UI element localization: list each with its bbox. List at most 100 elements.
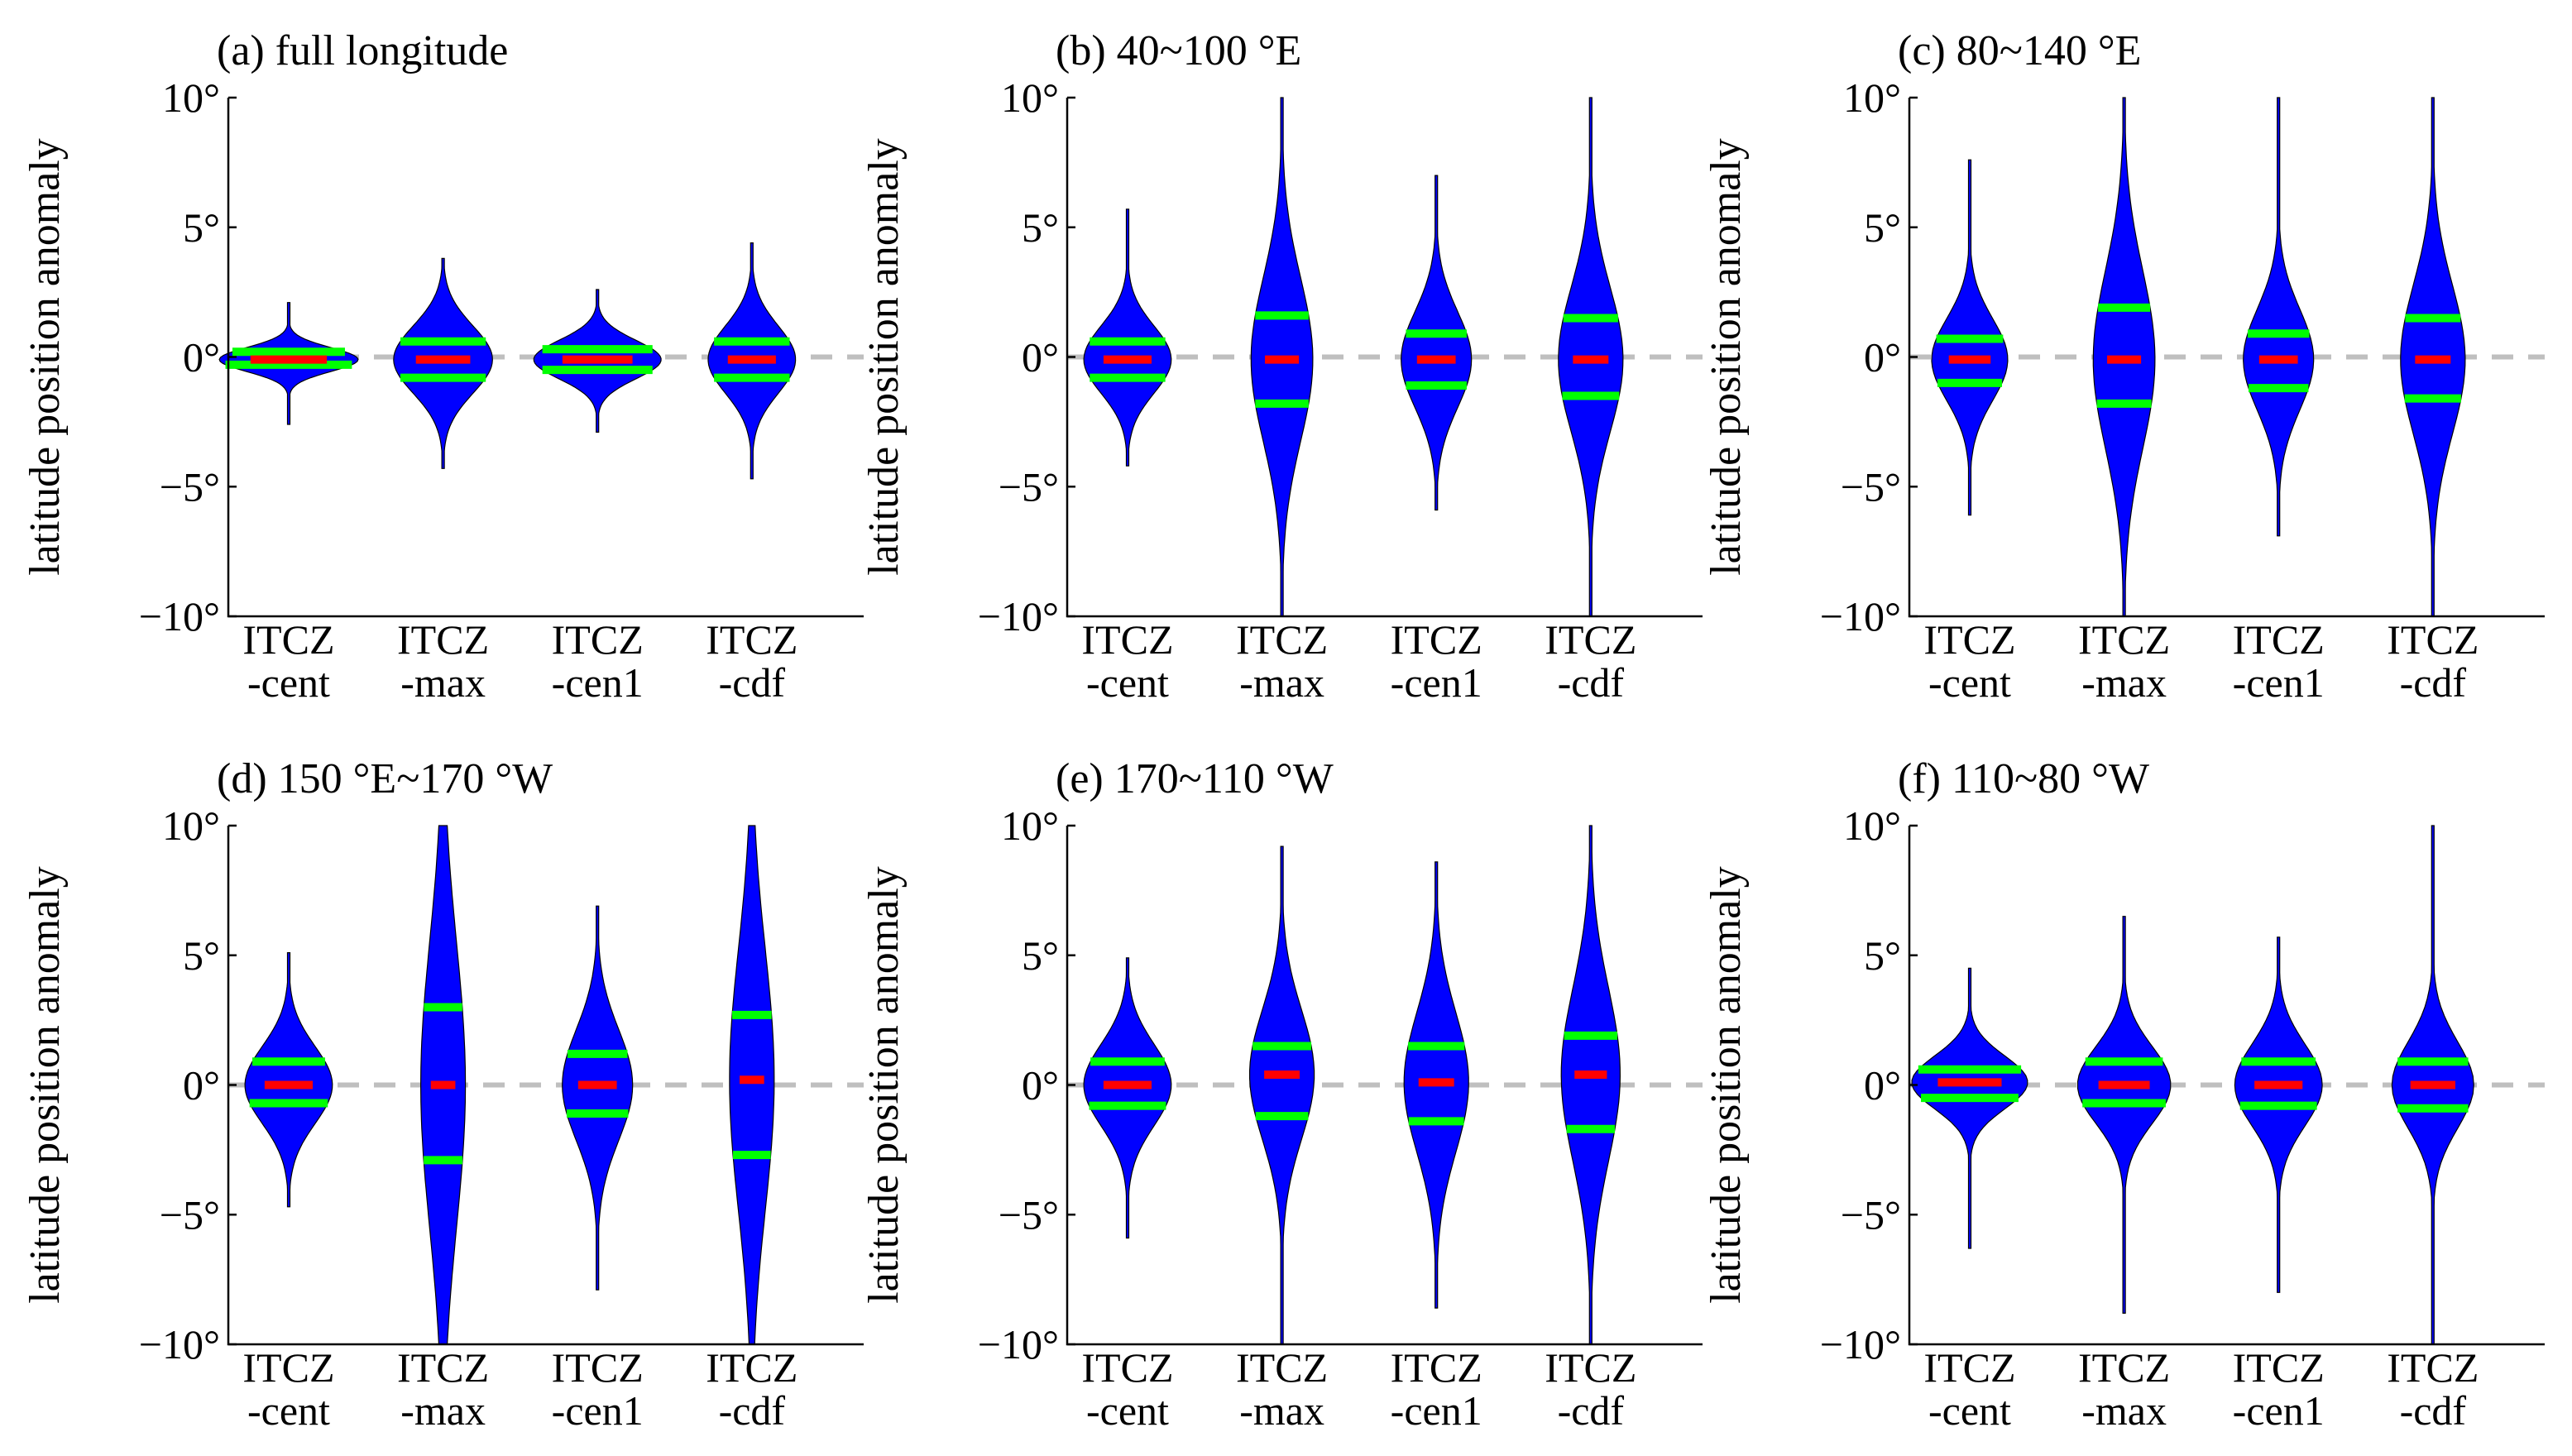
category-label: -cen1: [2233, 1387, 2325, 1434]
category-label: -cen1: [2233, 659, 2325, 706]
violin-3: [729, 825, 775, 1345]
category-label: -cen1: [552, 659, 644, 706]
category-label: -cen1: [1391, 659, 1482, 706]
category-label: ITCZ: [2233, 616, 2325, 663]
violin-body: [729, 825, 775, 1345]
y-axis-label: latitude position anomaly: [860, 138, 908, 576]
y-tick-label: 0°: [1022, 1062, 1059, 1109]
y-tick-label: −10°: [1820, 1321, 1901, 1367]
y-tick-label: −5°: [160, 1191, 220, 1238]
violin-1: [1249, 845, 1315, 1345]
y-tick-label: 10°: [1843, 74, 1901, 121]
violin-3: [2391, 825, 2474, 1345]
category-label: -cdf: [2400, 1387, 2467, 1434]
violin-body: [1249, 845, 1315, 1345]
violin-3: [707, 242, 797, 480]
y-tick-label: 5°: [1864, 204, 1901, 251]
category-label: ITCZ: [1923, 1344, 2015, 1391]
violin-1: [2076, 916, 2172, 1314]
violin-0: [244, 952, 333, 1208]
category-label: ITCZ: [552, 616, 644, 663]
category-label: -cdf: [719, 1387, 786, 1434]
y-tick-label: 5°: [1022, 204, 1059, 251]
y-axis-label: latitude position anomaly: [22, 866, 69, 1304]
panel-a: ITCZ-centITCZ-maxITCZ-cen1ITCZ-cdf10°5°0…: [22, 27, 864, 706]
y-tick-label: 10°: [1843, 802, 1901, 849]
violin-3: [1560, 825, 1621, 1345]
y-tick-label: 5°: [183, 204, 220, 251]
violin-2: [533, 289, 662, 433]
category-label: -cent: [1928, 659, 2011, 706]
panel-title: (a) full longitude: [217, 27, 508, 74]
category-label: ITCZ: [1923, 616, 2015, 663]
violin-2: [2243, 97, 2315, 537]
category-label: -cdf: [719, 659, 786, 706]
violin-0: [1911, 967, 2028, 1249]
violin-body: [562, 905, 634, 1291]
y-tick-label: 0°: [1864, 1062, 1901, 1109]
y-tick-label: 0°: [1022, 334, 1059, 381]
y-tick-label: 5°: [183, 932, 220, 979]
category-label: -cen1: [552, 1387, 644, 1434]
panel-title: (d) 150 °E~170 °W: [217, 755, 553, 802]
y-tick-label: −5°: [1841, 463, 1901, 510]
panel-c: ITCZ-centITCZ-maxITCZ-cen1ITCZ-cdf10°5°0…: [1703, 27, 2545, 706]
category-label: ITCZ: [1545, 616, 1636, 663]
violin-1: [419, 825, 467, 1345]
violin-3: [2400, 97, 2466, 617]
category-label: -cdf: [2400, 659, 2467, 706]
violin-0: [1083, 957, 1172, 1239]
panel-b: ITCZ-centITCZ-maxITCZ-cen1ITCZ-cdf10°5°0…: [860, 27, 1703, 706]
y-tick-label: 0°: [1864, 334, 1901, 381]
y-tick-label: 0°: [183, 334, 220, 381]
panel-f: ITCZ-centITCZ-maxITCZ-cen1ITCZ-cdf10°5°0…: [1703, 755, 2545, 1434]
y-tick-label: −10°: [139, 593, 220, 639]
y-tick-label: −10°: [978, 593, 1059, 639]
panel-e: ITCZ-centITCZ-maxITCZ-cen1ITCZ-cdf10°5°0…: [860, 755, 1703, 1434]
category-label: ITCZ: [1236, 616, 1328, 663]
violin-0: [218, 302, 359, 425]
category-label: ITCZ: [1081, 1344, 1173, 1391]
category-label: -max: [1239, 1387, 1324, 1434]
violin-2: [562, 905, 634, 1291]
violin-body: [2076, 916, 2172, 1314]
violin-1: [2092, 97, 2156, 617]
category-label: ITCZ: [2387, 616, 2479, 663]
panel-title: (b) 40~100 °E: [1056, 27, 1301, 74]
panel-title: (c) 80~140 °E: [1898, 27, 2141, 74]
category-label: -max: [1239, 659, 1324, 706]
y-axis-label: latitude position anomaly: [1703, 866, 1750, 1304]
category-label: -cent: [1086, 659, 1169, 706]
category-label: ITCZ: [706, 616, 797, 663]
y-tick-label: 5°: [1864, 932, 1901, 979]
violin-0: [1931, 159, 2009, 516]
category-label: ITCZ: [2078, 616, 2170, 663]
y-tick-label: −5°: [999, 1191, 1059, 1238]
category-label: ITCZ: [242, 1344, 334, 1391]
y-tick-label: 0°: [183, 1062, 220, 1109]
violin-0: [1083, 208, 1172, 467]
category-label: -cdf: [1558, 1387, 1625, 1434]
panel-title: (e) 170~110 °W: [1056, 755, 1334, 802]
category-label: -max: [400, 659, 486, 706]
violin-2: [1403, 861, 1469, 1309]
violin-1: [1250, 97, 1314, 617]
y-tick-label: −5°: [1841, 1191, 1901, 1238]
category-label: -max: [2081, 1387, 2167, 1434]
y-axis-label: latitude position anomaly: [22, 138, 69, 576]
y-tick-label: 10°: [1001, 802, 1059, 849]
violin-body: [1911, 967, 2028, 1249]
violin-1: [393, 257, 493, 469]
category-label: -cent: [1086, 1387, 1169, 1434]
panel-d: ITCZ-centITCZ-maxITCZ-cen1ITCZ-cdf10°5°0…: [22, 755, 864, 1434]
category-label: ITCZ: [552, 1344, 644, 1391]
category-label: ITCZ: [2233, 1344, 2325, 1391]
category-label: -cent: [247, 659, 330, 706]
category-label: -cent: [247, 1387, 330, 1434]
y-axis-label: latitude position anomaly: [1703, 138, 1750, 576]
violin-2: [2234, 936, 2323, 1293]
category-label: ITCZ: [1391, 616, 1482, 663]
panel-title: (f) 110~80 °W: [1898, 755, 2149, 802]
y-tick-label: 10°: [162, 74, 220, 121]
